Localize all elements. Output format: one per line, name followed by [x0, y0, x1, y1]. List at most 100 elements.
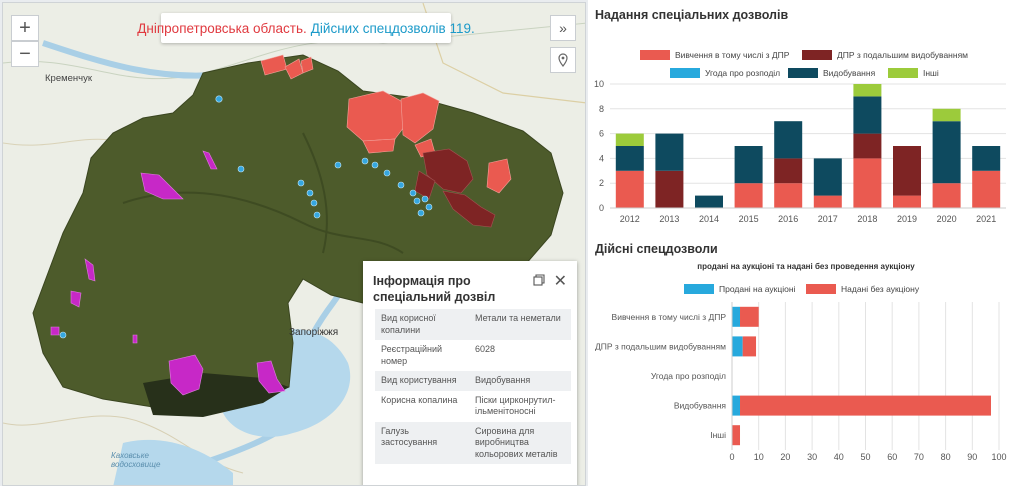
info-row: Реєстраційний номер 6028: [375, 340, 571, 371]
bar-segment: [732, 425, 741, 446]
legend-item[interactable]: Надані без аукціону: [806, 284, 919, 294]
x-tick-label: 2013: [659, 214, 679, 224]
info-row-key: Вид користування: [375, 371, 469, 391]
place-label-kremenchuk: Кременчук: [45, 73, 93, 84]
bar-segment: [655, 170, 684, 208]
x-tick-label: 2012: [620, 214, 640, 224]
bar-segment: [853, 96, 882, 134]
x-tick-label: 0: [729, 452, 734, 462]
restore-window-icon[interactable]: [533, 274, 545, 286]
location-button[interactable]: [550, 47, 576, 73]
info-row-value: Метали та неметали: [469, 309, 571, 340]
legend-swatch: [684, 284, 714, 294]
permits-bar-chart: 0 2 4 6 8 10 2012 2013 2014 2015 2016 2017 2018 2019 2…: [594, 79, 1006, 224]
map-pin-icon: [558, 53, 568, 67]
map-title: Дніпропетровська область. Дійсних спецдо…: [137, 13, 475, 43]
map-title-region: Дніпропетровська область.: [137, 20, 307, 36]
bar-segment: [932, 183, 961, 208]
legend-label: Надані без аукціону: [841, 284, 920, 294]
zoom-in-button[interactable]: +: [11, 15, 39, 41]
map-view[interactable]: + − Дніпропетровська область. Дійсних сп…: [2, 2, 586, 486]
y-tick-label: 2: [599, 178, 604, 188]
legend-item[interactable]: Видобування: [788, 68, 875, 78]
bar-segment: [615, 170, 644, 208]
x-tick-label: 2015: [739, 214, 759, 224]
info-row: Вид корисної копалини Метали та неметали: [375, 309, 571, 340]
bar-segment: [853, 158, 882, 208]
info-row: Корисна копалина Піски цирконрутил-ільмен…: [375, 391, 571, 422]
info-row-value: Піски цирконрутил-ільменітоносні: [475, 394, 556, 417]
bar-segment: [732, 306, 741, 327]
info-row-key: Корисна копалина: [381, 394, 458, 405]
bar-segment: [615, 133, 644, 146]
x-tick-label: 2016: [778, 214, 798, 224]
bar-segment: [813, 195, 842, 208]
x-tick-label: 2014: [699, 214, 719, 224]
legend-swatch: [806, 284, 836, 294]
bar-segment: [695, 195, 723, 208]
x-tick-label: 2021: [976, 214, 996, 224]
info-row-value: 6028: [475, 344, 496, 354]
legend-label: Видобування: [823, 68, 876, 78]
map-canvas[interactable]: [3, 3, 586, 486]
x-tick-label: 90: [967, 452, 977, 462]
x-tick-label: 2017: [818, 214, 838, 224]
section-title-valid: Дійсні спецдозволи: [595, 242, 718, 256]
bar-segment: [774, 121, 803, 159]
legend-item[interactable]: Продані на аукціоні: [684, 284, 795, 294]
section-subtitle-valid: продані на аукціоні та надані без провед…: [697, 262, 915, 271]
bar-segment: [853, 84, 882, 97]
y-tick-label: 0: [599, 203, 604, 213]
expand-panel-button[interactable]: »: [550, 15, 576, 41]
info-table: Вид корисної копалини Метали та неметали Р…: [375, 309, 571, 464]
legend-item[interactable]: Інші: [888, 68, 939, 78]
y-tick-label: 4: [599, 153, 604, 163]
double-chevron-right-icon: »: [559, 20, 567, 36]
info-row-value: Видобування: [469, 371, 571, 391]
legend-label: ДПР з подальшим видобуванням: [837, 50, 969, 60]
bar-segment: [774, 183, 803, 208]
x-tick-label: 2019: [897, 214, 917, 224]
valid-permits-bar-chart: 0 10 20 30 40 50 60 70 80 90 100 Вивчення в тому чи…: [595, 302, 1007, 462]
legend-item[interactable]: Вивчення в тому числі з ДПР: [640, 50, 789, 60]
bar-segment: [932, 121, 961, 184]
info-row-key: Реєстраційний номер: [381, 344, 443, 366]
legend-label: Угода про розподіл: [705, 68, 781, 78]
bar-segment: [734, 146, 763, 184]
bar-segment: [615, 146, 644, 171]
zoom-out-button[interactable]: −: [11, 41, 39, 67]
bar-segment: [742, 336, 757, 357]
info-row: Вид користування Видобування: [375, 371, 571, 391]
y-tick-label: 6: [599, 129, 604, 139]
bar-segment: [893, 195, 921, 208]
x-tick-label: 70: [914, 452, 924, 462]
bar-segment: [813, 158, 842, 196]
bar-segment: [732, 336, 743, 357]
legend-label: Інші: [923, 68, 939, 78]
place-label-kakhovka: Каховське водосховище: [111, 451, 161, 469]
legend-label: Продані на аукціоні: [719, 284, 796, 294]
info-row-key: Вид корисної копалини: [375, 309, 469, 340]
legend-swatch: [802, 50, 832, 60]
x-tick-label: 40: [834, 452, 844, 462]
legend-swatch: [640, 50, 670, 60]
place-label-zaporizhzhia: Запоріжжя: [289, 327, 339, 338]
bar-segment: [972, 146, 1001, 171]
y-tick-label: 10: [594, 79, 604, 89]
info-popup: Інформація про спеціальний дозвіл ✕ Вид …: [363, 261, 577, 485]
legend-swatch: [788, 68, 818, 78]
y-tick-label: ДПР з подальшим видобуванням: [595, 341, 726, 351]
y-tick-label: Угода про розподіл: [651, 371, 726, 381]
legend-item[interactable]: ДПР з подальшим видобуванням: [802, 50, 968, 60]
x-tick-label: 50: [860, 452, 870, 462]
y-tick-label: Вивчення в тому числі з ДПР: [612, 312, 727, 322]
section-title-permits: Надання спеціальних дозволів: [595, 8, 789, 22]
bar-segment: [655, 133, 684, 171]
close-icon[interactable]: ✕: [553, 273, 567, 290]
x-tick-label: 10: [754, 452, 764, 462]
bar-segment: [774, 158, 803, 184]
legend-item[interactable]: Угода про розподіл: [670, 68, 780, 78]
info-row-value: Сировина для виробництва кольорових мета…: [469, 421, 571, 464]
x-tick-label: 80: [941, 452, 951, 462]
